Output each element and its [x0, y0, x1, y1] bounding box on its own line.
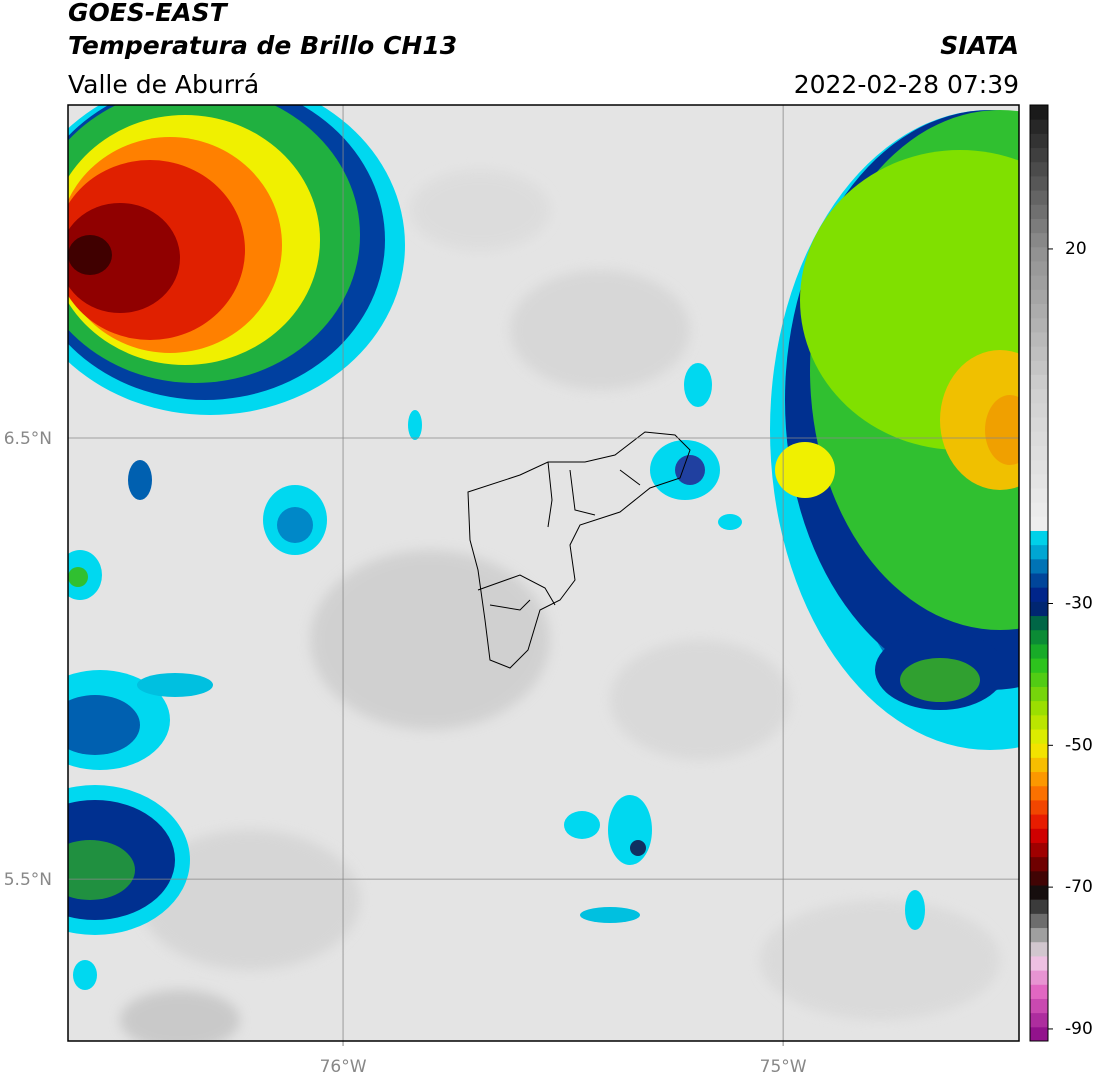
colorbar-segment: [1030, 998, 1048, 1014]
colorbar-tick-label: -90: [1065, 1019, 1093, 1039]
colorbar-segment: [1030, 885, 1048, 900]
colorbar-segment: [1030, 331, 1048, 347]
colorbar-segment: [1030, 984, 1048, 999]
colorbar-segment: [1030, 246, 1048, 262]
x-tick-label: 75°W: [760, 1057, 807, 1077]
subtitle: Temperatura de Brillo CH13: [68, 31, 457, 60]
colorbar-tick-label: -50: [1065, 735, 1093, 755]
colorbar-segment: [1030, 771, 1048, 787]
datetime: 2022-02-28 07:39: [794, 70, 1019, 99]
colorbar-segment: [1030, 672, 1048, 687]
colorbar-segment: [1030, 346, 1048, 361]
colorbar-segment: [1030, 785, 1048, 801]
colorbar-segment: [1030, 658, 1048, 673]
colorbar-segment: [1030, 970, 1048, 985]
colorbar-segment: [1030, 714, 1048, 730]
colorbar-segment: [1030, 119, 1048, 134]
colorbar-frame: [1029, 104, 1049, 1042]
colorbar-segment: [1030, 204, 1048, 219]
colorbar-segment: [1030, 161, 1048, 177]
colorbar-segment: [1030, 190, 1048, 205]
colorbar-segment: [1030, 175, 1048, 191]
colorbar-segment: [1030, 615, 1048, 631]
colorbar-segment: [1030, 431, 1048, 446]
colorbar-segment: [1030, 558, 1048, 574]
y-tick-label: 5.5°N: [4, 870, 52, 890]
colorbar-segment: [1030, 275, 1048, 290]
colorbar-segment: [1030, 643, 1048, 659]
colorbar-tick-label: 20: [1065, 239, 1087, 259]
colorbar-segment: [1030, 487, 1048, 503]
colorbar-segment: [1030, 218, 1048, 234]
colorbar-segment: [1030, 544, 1048, 560]
colorbar-segment: [1030, 459, 1048, 475]
colorbar-tick-label: -70: [1065, 877, 1093, 897]
colorbar-segment: [1030, 516, 1048, 531]
colorbar-segment: [1030, 856, 1048, 872]
colorbar-segment: [1030, 232, 1048, 248]
colorbar-segment: [1030, 799, 1048, 815]
colorbar-segment: [1030, 870, 1048, 886]
colorbar-segment: [1030, 303, 1048, 319]
colorbar-segment: [1030, 1026, 1048, 1042]
colorbar-segment: [1030, 828, 1048, 843]
colorbar-segment: [1030, 147, 1048, 163]
x-tick-label: 76°W: [320, 1057, 367, 1077]
colorbar-segment: [1030, 743, 1048, 758]
colorbar-segment: [1030, 388, 1048, 404]
y-tick-label: 6.5°N: [4, 429, 52, 449]
colorbar-segment: [1030, 899, 1048, 914]
colorbar-segment: [1030, 133, 1048, 149]
colorbar-segment: [1030, 473, 1048, 489]
colorbar-tick-label: -30: [1065, 593, 1093, 613]
colorbar-segment: [1030, 686, 1048, 702]
colorbar-segment: [1030, 573, 1048, 588]
colorbar-segment: [1030, 289, 1048, 305]
colorbar-segment: [1030, 955, 1048, 971]
colorbar-segment: [1030, 757, 1048, 773]
colorbar-segment: [1030, 445, 1048, 461]
plot-frame: [67, 104, 1020, 1042]
colorbar-segment: [1030, 587, 1048, 602]
colorbar-segment: [1030, 927, 1048, 943]
colorbar-segment: [1030, 913, 1048, 929]
colorbar-segment: [1030, 530, 1048, 546]
region: Valle de Aburrá: [68, 70, 259, 99]
colorbar-segment: [1030, 941, 1048, 957]
colorbar-segment: [1030, 842, 1048, 858]
colorbar-segment: [1030, 502, 1048, 517]
colorbar-segment: [1030, 1012, 1048, 1028]
colorbar-segment: [1030, 814, 1048, 829]
colorbar-segment: [1030, 317, 1048, 333]
colorbar-segment: [1030, 105, 1048, 120]
colorbar-segment: [1030, 402, 1048, 418]
colorbar-segment: [1030, 729, 1048, 744]
colorbar-segment: [1030, 261, 1048, 276]
title: GOES-EAST: [68, 0, 229, 27]
colorbar-segment: [1030, 360, 1048, 375]
source: SIATA: [940, 31, 1019, 60]
colorbar-segment: [1030, 601, 1048, 617]
colorbar-segment: [1030, 374, 1048, 390]
colorbar-segment: [1030, 629, 1048, 645]
map-image: [68, 105, 1019, 1041]
colorbar-segment: [1030, 417, 1048, 432]
colorbar-segment: [1030, 700, 1048, 716]
